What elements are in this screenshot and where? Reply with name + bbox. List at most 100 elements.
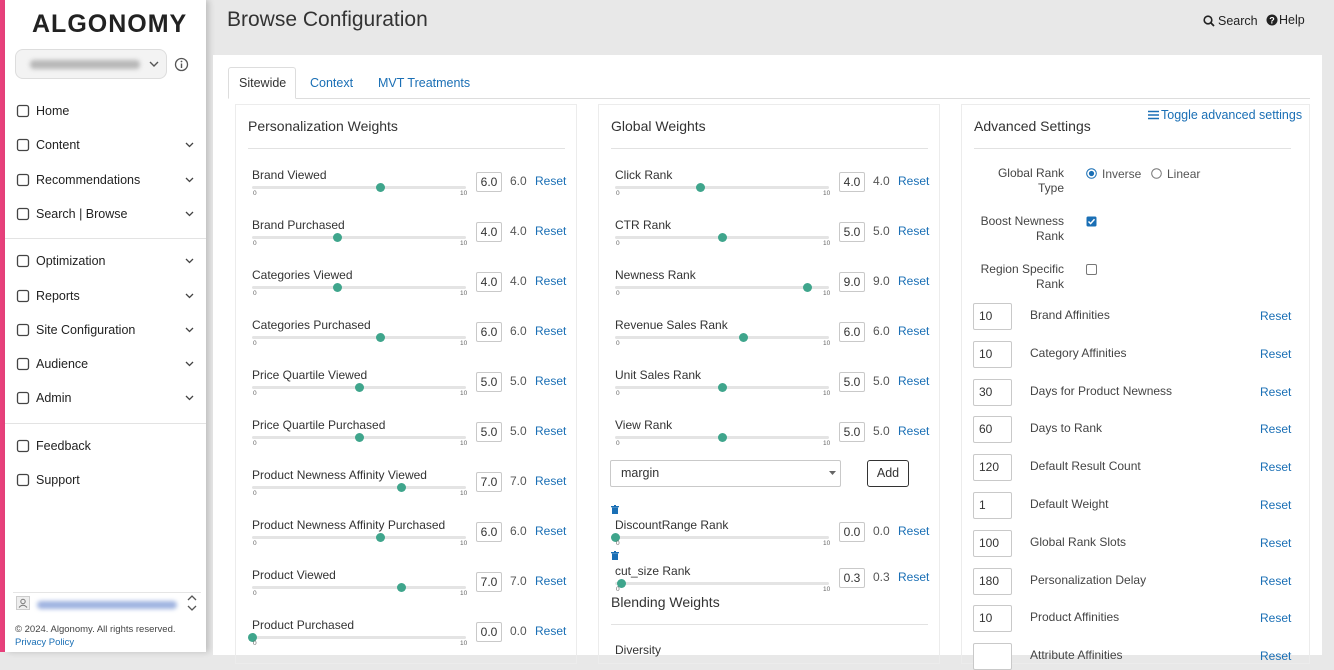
reset-link[interactable]: Reset [1260, 309, 1292, 323]
slider-thumb[interactable] [717, 383, 727, 392]
weight-input[interactable]: 7.0 [476, 572, 502, 592]
slider-thumb[interactable] [803, 283, 813, 292]
weight-input[interactable]: 5.0 [476, 372, 502, 392]
nav-item[interactable]: Audience [36, 357, 89, 371]
slider-thumb[interactable] [717, 433, 727, 442]
tab[interactable]: Context [310, 76, 354, 90]
reset-link[interactable]: Reset [535, 224, 567, 238]
reset-link[interactable]: Reset [535, 624, 567, 638]
add-button[interactable]: Add [867, 460, 909, 487]
delete-icon[interactable] [611, 551, 619, 560]
slider-thumb[interactable] [333, 283, 343, 292]
reset-link[interactable]: Reset [898, 324, 930, 338]
weight-input[interactable]: 7.0 [476, 472, 502, 492]
reset-link[interactable]: Reset [1260, 384, 1292, 399]
field-input[interactable]: 10 [973, 303, 1012, 330]
reset-link[interactable]: Reset [898, 374, 930, 388]
slider-thumb[interactable] [717, 233, 727, 242]
nav-item[interactable]: Search | Browse [36, 207, 128, 221]
info-icon[interactable] [174, 57, 189, 72]
field-input[interactable]: 10 [973, 605, 1012, 633]
slider-thumb[interactable] [610, 533, 620, 542]
account-select[interactable] [15, 49, 167, 79]
reset-link[interactable]: Reset [535, 524, 567, 538]
reset-link[interactable]: Reset [535, 324, 567, 338]
reset-link[interactable]: Reset [898, 570, 930, 584]
field-input[interactable]: 30 [973, 378, 1012, 406]
weight-input[interactable]: 6.0 [476, 322, 502, 342]
reset-link[interactable]: Reset [535, 274, 567, 288]
toggle-link[interactable]: Toggle advanced settings [1161, 108, 1303, 122]
reset-link[interactable]: Reset [1260, 498, 1292, 512]
weight-input[interactable]: 5.0 [476, 422, 502, 442]
weight-input[interactable]: 5.0 [839, 222, 865, 242]
slider-thumb[interactable] [696, 183, 706, 192]
reset-link[interactable]: Reset [1260, 346, 1292, 361]
slider-thumb[interactable] [247, 633, 257, 642]
slider-thumb[interactable] [333, 233, 343, 242]
field-input[interactable]: 10 [973, 340, 1012, 368]
slider-thumb[interactable] [397, 583, 407, 592]
reset-link[interactable]: Reset [1260, 535, 1292, 550]
nav-item[interactable]: Site Configuration [36, 323, 136, 337]
reset-link[interactable]: Reset [1260, 422, 1292, 437]
reset-link[interactable]: Reset [535, 374, 567, 388]
reset-link[interactable]: Reset [898, 274, 930, 288]
nav-item[interactable]: Home [36, 104, 70, 118]
field-input[interactable]: 120 [973, 454, 1012, 482]
reset-link[interactable]: Reset [1260, 460, 1292, 475]
slider-thumb[interactable] [354, 383, 364, 392]
nav-item[interactable]: Admin [36, 391, 72, 405]
radio[interactable] [1151, 168, 1162, 179]
search-link[interactable]: Search [1218, 14, 1258, 28]
reset-link[interactable]: Reset [535, 174, 567, 188]
slider-thumb[interactable] [375, 533, 385, 542]
reset-link[interactable]: Reset [535, 574, 567, 588]
user-select[interactable] [13, 592, 201, 617]
slider-thumb[interactable] [354, 433, 364, 442]
checkbox[interactable] [1086, 264, 1097, 275]
field-input[interactable]: 1 [973, 492, 1012, 519]
nav-item[interactable]: Content [36, 138, 80, 152]
nav-item[interactable]: Support [36, 473, 80, 487]
weight-input[interactable]: 0.3 [839, 568, 865, 588]
help-link[interactable]: Help [1279, 13, 1305, 27]
tab[interactable]: Sitewide [239, 76, 287, 90]
weight-input[interactable]: 5.0 [839, 372, 865, 392]
reset-link[interactable]: Reset [1260, 611, 1292, 626]
field-input[interactable]: 180 [973, 567, 1012, 595]
weight-input[interactable]: 6.0 [476, 522, 502, 542]
privacy-link[interactable]: Privacy Policy [15, 637, 75, 648]
reset-link[interactable]: Reset [1260, 573, 1292, 588]
delete-icon[interactable] [611, 505, 619, 514]
field-input[interactable]: 60 [973, 416, 1012, 444]
field-input[interactable]: 100 [973, 529, 1012, 557]
nav-item[interactable]: Optimization [36, 254, 106, 268]
slider-thumb[interactable] [738, 333, 748, 342]
checkbox[interactable] [1086, 216, 1097, 227]
reset-link[interactable]: Reset [898, 174, 930, 188]
reset-link[interactable]: Reset [535, 474, 567, 488]
nav-item[interactable]: Recommendations [36, 173, 141, 187]
slider-thumb[interactable] [375, 183, 385, 192]
metric-select[interactable]: margin [610, 460, 841, 487]
slider-thumb[interactable] [397, 483, 407, 492]
slider-thumb[interactable] [375, 333, 385, 342]
reset-link[interactable]: Reset [535, 424, 567, 438]
slider-thumb[interactable] [616, 579, 626, 588]
nav-item[interactable]: Feedback [36, 439, 91, 453]
field-input[interactable] [973, 643, 1012, 670]
weight-input[interactable]: 0.0 [476, 622, 502, 642]
reset-link[interactable]: Reset [898, 524, 930, 538]
tab[interactable]: MVT Treatments [378, 76, 471, 90]
weight-input[interactable]: 6.0 [839, 322, 865, 342]
reset-link[interactable]: Reset [898, 224, 930, 238]
radio[interactable] [1086, 168, 1097, 179]
nav-item[interactable]: Reports [36, 289, 80, 303]
weight-input[interactable]: 4.0 [476, 222, 502, 242]
weight-input[interactable]: 0.0 [839, 522, 865, 542]
weight-input[interactable]: 4.0 [839, 172, 865, 192]
weight-input[interactable]: 6.0 [476, 172, 502, 192]
weight-input[interactable]: 5.0 [839, 422, 865, 442]
reset-link[interactable]: Reset [898, 424, 930, 438]
